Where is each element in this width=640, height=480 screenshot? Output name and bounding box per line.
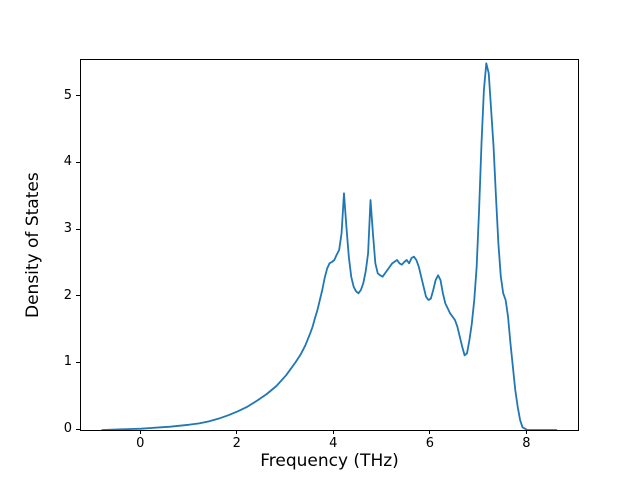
y-tick-mark: [76, 361, 80, 363]
plot-area: [80, 59, 579, 431]
series-density-of-states: [101, 62, 558, 430]
y-tick-label: 0: [63, 421, 72, 436]
y-tick-mark: [76, 161, 80, 163]
y-tick-label: 4: [63, 154, 72, 170]
y-tick-label: 2: [63, 287, 72, 303]
x-tick-mark: [525, 430, 527, 434]
x-tick-label: 8: [522, 436, 531, 451]
y-tick-label: 3: [63, 221, 72, 236]
dos-line-plot: [101, 62, 558, 430]
y-tick-mark: [76, 228, 80, 230]
x-axis-label: Frequency (THz): [260, 451, 399, 471]
y-tick-mark: [76, 428, 80, 430]
y-tick-mark: [76, 95, 80, 97]
y-tick-mark: [76, 295, 80, 297]
x-tick-label: 2: [232, 436, 241, 451]
y-tick-label: 1: [63, 354, 72, 370]
y-tick-label: 5: [63, 87, 72, 103]
x-tick-mark: [139, 430, 141, 434]
x-tick-label: 0: [136, 436, 145, 451]
x-tick-mark: [429, 430, 431, 434]
y-axis-label: Density of States: [23, 172, 43, 318]
x-tick-label: 6: [425, 436, 434, 451]
x-tick-mark: [236, 430, 238, 434]
x-tick-mark: [332, 430, 334, 434]
x-tick-label: 4: [329, 436, 338, 451]
